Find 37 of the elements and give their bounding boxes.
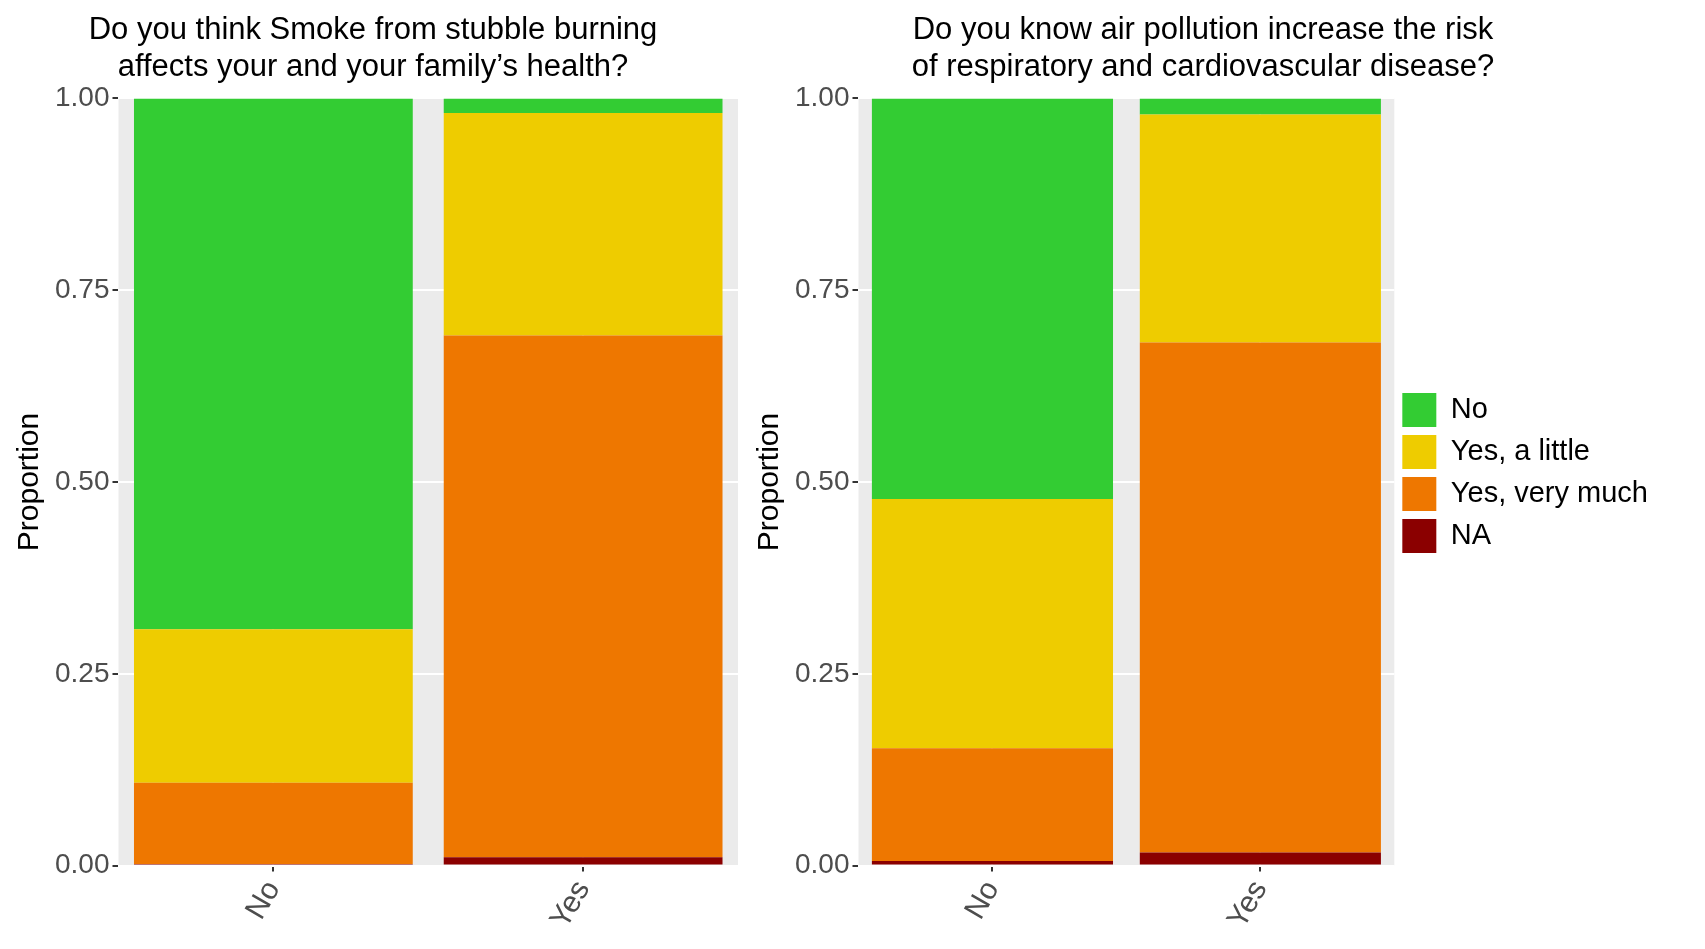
chart-title: Do you know air pollution increase the risk of respiratory and cardiovascular disease? [911,11,1495,84]
chart-title: Do you think Smoke from stubble burning affects your and your family’s health? [88,11,658,84]
legend-label: No [1450,392,1488,424]
bar [133,98,413,630]
bar [871,861,1114,865]
bar [133,629,413,783]
y-tick-label: 1.00 [55,81,110,113]
y-tick-label: 0.25 [795,656,850,688]
y-tick-label: 0.75 [795,272,850,304]
bar [871,498,1114,749]
x-tick-label: No [957,874,1005,924]
y-tick-label: 0.25 [55,656,110,688]
bar [1139,342,1381,853]
legend-label: Yes, very much [1450,476,1649,508]
legend-label: NA [1450,518,1492,550]
y-tick-label: 0.75 [55,272,110,304]
bar [871,98,1114,499]
y-tick-label: 1.00 [795,81,850,113]
y-axis-title: Proportion [11,412,45,552]
y-tick-label: 0.00 [55,848,110,880]
bar [1139,114,1381,343]
y-tick-label: 0.50 [55,464,110,496]
x-tick-label: Yes [542,874,596,934]
bar [443,335,723,858]
bar [133,782,413,865]
legend-label: Yes, a little [1450,434,1591,466]
x-tick-label: Yes [1219,874,1273,934]
y-axis-title: Proportion [751,412,785,552]
bar [871,748,1114,862]
bar [443,857,723,865]
bar [1139,98,1381,115]
x-tick-label: No [237,874,286,924]
bar [443,112,723,336]
bar [443,98,723,113]
y-tick-label: 0.00 [795,848,850,880]
bar [1139,852,1381,865]
y-tick-label: 0.50 [795,464,850,496]
